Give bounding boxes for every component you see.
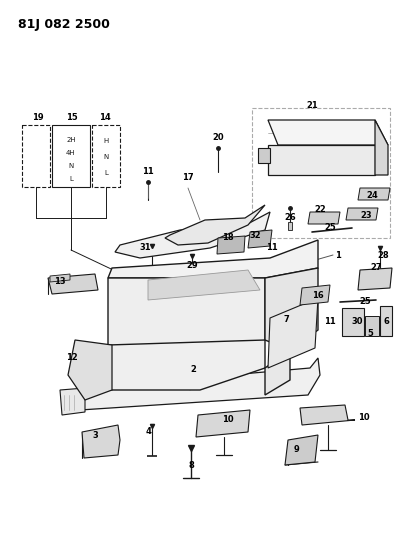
Bar xyxy=(92,125,120,187)
Polygon shape xyxy=(80,358,320,410)
Polygon shape xyxy=(358,188,390,200)
Polygon shape xyxy=(308,212,340,224)
Text: 4H: 4H xyxy=(66,150,76,156)
Text: N: N xyxy=(103,154,109,160)
Text: 11: 11 xyxy=(266,244,278,253)
Text: 19: 19 xyxy=(32,114,44,123)
Text: 22: 22 xyxy=(314,206,326,214)
Text: 24: 24 xyxy=(366,191,378,200)
Text: 20: 20 xyxy=(212,133,224,142)
Text: 8: 8 xyxy=(188,462,194,471)
Text: 29: 29 xyxy=(186,261,198,270)
Text: 7: 7 xyxy=(283,316,289,325)
Text: 5: 5 xyxy=(367,329,373,338)
Text: 11: 11 xyxy=(142,167,154,176)
Polygon shape xyxy=(300,285,330,305)
Text: L: L xyxy=(104,170,108,176)
Text: 2H: 2H xyxy=(66,137,76,143)
Text: 13: 13 xyxy=(54,278,66,287)
Polygon shape xyxy=(108,278,265,368)
Text: 16: 16 xyxy=(312,292,324,301)
Bar xyxy=(52,125,90,187)
Polygon shape xyxy=(265,268,318,350)
Polygon shape xyxy=(358,268,392,290)
Polygon shape xyxy=(217,236,245,254)
Polygon shape xyxy=(165,205,265,245)
Polygon shape xyxy=(60,388,85,415)
Polygon shape xyxy=(375,120,388,175)
Polygon shape xyxy=(108,240,318,278)
Text: 28: 28 xyxy=(377,251,389,260)
Text: 21: 21 xyxy=(306,101,318,109)
Text: 32: 32 xyxy=(249,231,261,240)
Text: 15: 15 xyxy=(66,114,78,123)
Text: H: H xyxy=(103,138,109,144)
Polygon shape xyxy=(248,230,272,248)
Polygon shape xyxy=(346,208,378,220)
Bar xyxy=(380,306,392,336)
Polygon shape xyxy=(258,148,270,163)
Bar xyxy=(252,108,390,238)
Text: 6: 6 xyxy=(383,318,389,327)
Polygon shape xyxy=(196,410,250,437)
Bar xyxy=(22,125,50,187)
Text: 2: 2 xyxy=(190,366,196,375)
Text: 9: 9 xyxy=(293,446,299,455)
Text: 23: 23 xyxy=(360,211,372,220)
Polygon shape xyxy=(48,274,98,294)
Polygon shape xyxy=(265,350,290,395)
Text: 12: 12 xyxy=(66,353,78,362)
Text: 31: 31 xyxy=(139,244,151,253)
Text: L: L xyxy=(69,176,73,182)
Text: 3: 3 xyxy=(92,432,98,440)
Text: N: N xyxy=(69,163,74,169)
Text: 26: 26 xyxy=(284,214,296,222)
Polygon shape xyxy=(288,222,292,230)
Polygon shape xyxy=(268,298,318,368)
Polygon shape xyxy=(50,274,70,282)
Text: 81J 082 2500: 81J 082 2500 xyxy=(18,18,110,31)
Polygon shape xyxy=(268,145,375,175)
Text: 10: 10 xyxy=(222,416,234,424)
Polygon shape xyxy=(148,270,260,300)
Text: 25: 25 xyxy=(324,223,336,232)
Text: 25: 25 xyxy=(359,297,371,306)
Text: 17: 17 xyxy=(182,174,194,182)
Polygon shape xyxy=(300,405,355,425)
Polygon shape xyxy=(115,212,270,258)
Polygon shape xyxy=(268,120,388,145)
Text: 11: 11 xyxy=(324,318,336,327)
Text: 14: 14 xyxy=(99,114,111,123)
Text: 30: 30 xyxy=(351,318,363,327)
Text: 4: 4 xyxy=(145,427,151,437)
Text: 27: 27 xyxy=(370,263,382,272)
Text: 10: 10 xyxy=(358,414,370,423)
Text: 18: 18 xyxy=(222,232,234,241)
Text: 1: 1 xyxy=(335,251,341,260)
Polygon shape xyxy=(68,340,112,400)
Polygon shape xyxy=(108,340,265,390)
Bar xyxy=(342,308,364,336)
Bar xyxy=(365,316,379,336)
Polygon shape xyxy=(285,435,318,465)
Polygon shape xyxy=(82,425,120,458)
